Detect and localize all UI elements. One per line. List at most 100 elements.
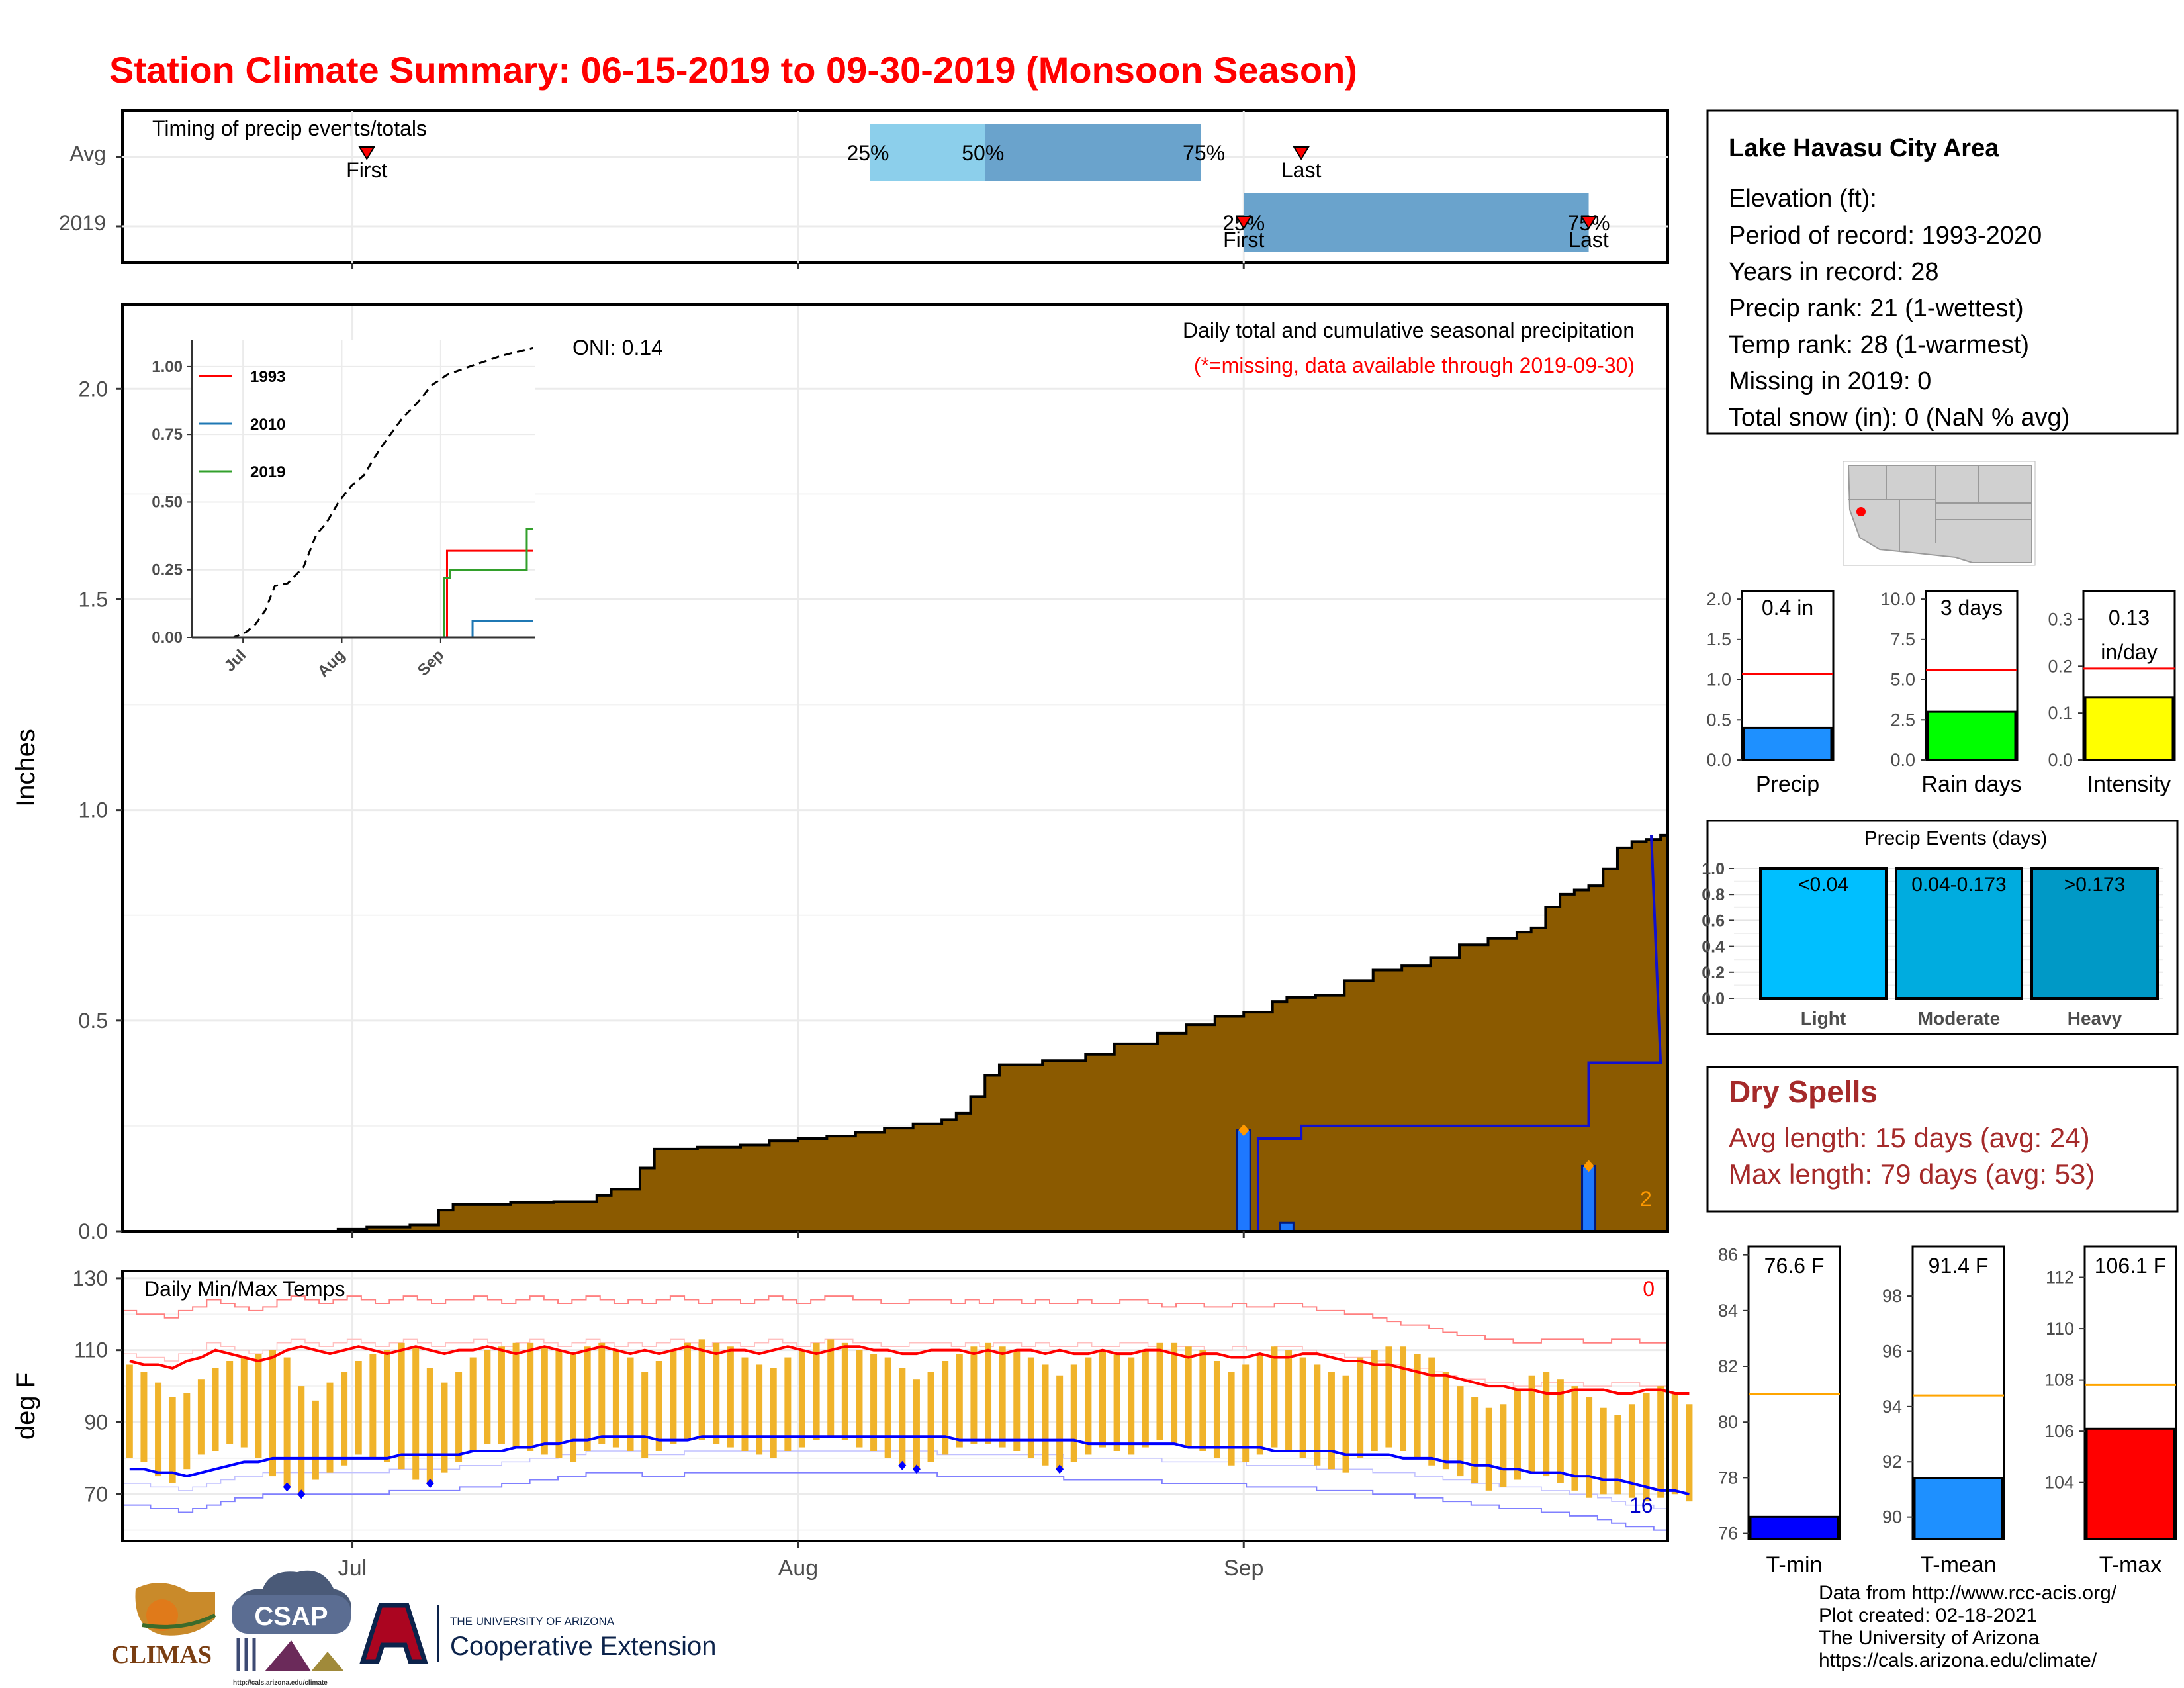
temp-bar-value-label: 106.1 F: [2095, 1254, 2167, 1278]
info-box: Lake Havasu City Area Elevation (ft): Pe…: [1706, 109, 2179, 435]
events-title: Precip Events (days): [1864, 827, 2048, 849]
daily-temp-range-bar: [1514, 1389, 1521, 1480]
daily-temp-range-bar: [570, 1354, 577, 1462]
daily-temp-range-bar: [684, 1342, 692, 1440]
info-line: Temp rank: 28 (1-warmest): [1729, 331, 2029, 359]
daily-temp-range-bar: [1571, 1386, 1578, 1491]
daily-temp-range-bar: [469, 1357, 477, 1451]
mini-bar-y-tick-label: 0.0: [1890, 750, 1915, 770]
record-cold-marker: [426, 1478, 434, 1488]
footer-line: Plot created: 02-18-2021: [1819, 1605, 2038, 1626]
daily-temp-range-bar: [1242, 1364, 1250, 1462]
daily-temp-range-bar: [1228, 1372, 1235, 1466]
daily-temp-range-bar: [1543, 1372, 1550, 1477]
daily-temp-range-bar: [1056, 1375, 1064, 1470]
temp-x-tick-label: Jul: [338, 1556, 367, 1581]
inset-y-tick-label: 0.00: [152, 629, 183, 647]
temp-y-tick-label: 110: [74, 1338, 108, 1362]
temp-x-tick-label: Sep: [1224, 1556, 1264, 1581]
temp-y-axis-label: deg F: [11, 1372, 40, 1440]
event-category-label: Moderate: [1918, 1008, 2000, 1029]
daily-temp-range-bar: [212, 1368, 219, 1451]
events-panel: Precip Events (days) <0.04 Light 0.04-0.17…: [1702, 820, 2179, 1035]
temp-bar-y-tick-label: 76: [1718, 1524, 1738, 1544]
event-bar: [2030, 867, 2159, 1000]
record-cold-marker: [898, 1460, 907, 1470]
mini-bar-y-tick-label: 0.3: [2048, 610, 2073, 630]
daily-temp-range-bar: [1342, 1375, 1349, 1473]
ua-block-a: [359, 1603, 428, 1664]
mini-bar-y-tick-label: 1.5: [1706, 630, 1731, 649]
daily-temp-range-bar: [369, 1354, 377, 1458]
daily-temp-range-bar: [255, 1354, 262, 1458]
precip-count-label: 2: [1640, 1187, 1652, 1211]
daily-temp-range-bar: [1500, 1404, 1507, 1487]
daily-temp-range-bar: [126, 1364, 133, 1458]
daily-temp-range-bar: [1013, 1350, 1021, 1451]
event-range-label: 0.04-0.173: [1911, 874, 2006, 896]
temp-bar-value: [1749, 1515, 1839, 1540]
ua-logo: THE UNIVERSITY OF ARIZONA Cooperative Ex…: [359, 1603, 716, 1664]
temp-bar-value-label: 91.4 F: [1929, 1254, 1989, 1278]
footer-line: Data from http://www.rcc-acis.org/: [1819, 1582, 2117, 1604]
inset-y-tick-label: 1.00: [152, 358, 183, 376]
avg-first-label: First: [346, 158, 387, 182]
precip-panel: 2 0.0 0.5 1.0 1.5 2.0 Inches ONI: 0.14 Daily tot…: [11, 303, 1669, 1243]
events-y-tick-label: 1.0: [1702, 860, 1725, 878]
daily-temp-range-bar: [355, 1361, 362, 1455]
footer: Data from http://www.rcc-acis.org/ Plot …: [1819, 1582, 2116, 1672]
precip-subtitle: Daily total and cumulative seasonal prec…: [1183, 318, 1635, 342]
daily-temp-range-bar: [598, 1342, 606, 1444]
mini-bar-value-label: 0.4 in: [1762, 596, 1813, 620]
info-line: Years in record: 28: [1729, 258, 1939, 286]
daily-temp-range-bar: [1314, 1364, 1321, 1466]
temp-bar-y-tick-label: 112: [2046, 1268, 2074, 1288]
daily-temp-range-bar: [1586, 1397, 1593, 1498]
record-cold-marker: [297, 1489, 306, 1499]
temp-panel: Daily Min/Max Temps 0 16 70 90 110 130 Jul Aug Se…: [11, 1266, 1693, 1581]
event-range-label: >0.173: [2064, 874, 2126, 896]
info-line: Elevation (ft):: [1729, 185, 1877, 212]
daily-temp-range-bar: [1271, 1346, 1278, 1448]
precip-panel-border: [121, 303, 1669, 1233]
temp-bar-y-tick-label: 98: [1882, 1286, 1902, 1306]
daily-temp-range-bar: [1442, 1372, 1449, 1470]
precip-y-tick-label: 0.0: [79, 1219, 108, 1243]
avg-q25-label: 25%: [846, 141, 889, 165]
daily-temp-range-bar: [426, 1368, 433, 1483]
temp-bar-label: T-max: [2099, 1552, 2161, 1577]
precip-y-tick-label: 1.0: [79, 798, 108, 822]
daily-temp-range-bar: [1371, 1350, 1378, 1451]
events-y-tick-label: 0.8: [1702, 886, 1725, 904]
temp-bar-value: [1913, 1477, 2003, 1540]
daily-temp-range-bar: [1185, 1346, 1192, 1448]
daily-temp-range-bar: [341, 1372, 348, 1466]
inset-series-line: [192, 346, 533, 639]
daily-temp-range-bar: [1113, 1354, 1120, 1451]
daily-temp-range-bar: [670, 1350, 677, 1444]
csap-url: http://cals.arizona.edu/climate: [233, 1679, 328, 1687]
daily-temp-range-bar: [512, 1342, 520, 1448]
daily-temp-range-bar: [756, 1364, 763, 1455]
info-title: Lake Havasu City Area: [1729, 134, 1999, 162]
daily-temp-range-bar: [1557, 1379, 1564, 1483]
climas-logo: CLIMAS: [111, 1583, 216, 1669]
daily-temp-range-bar: [1657, 1386, 1664, 1498]
daily-temp-range-bar: [741, 1357, 749, 1451]
daily-precip-bar: [1581, 1164, 1597, 1233]
daily-temp-range-bar: [584, 1346, 591, 1451]
location-map: [1843, 461, 2036, 566]
mini-bar-label: Rain days: [1921, 772, 2021, 797]
avg-last-marker: [1293, 146, 1310, 160]
temp-bar-y-tick-label: 96: [1882, 1341, 1902, 1361]
daily-temp-range-bar: [985, 1342, 992, 1444]
daily-temp-range-bar: [770, 1368, 777, 1458]
temp-bar-y-tick-label: 86: [1718, 1245, 1738, 1265]
mini-bar-value: [1927, 710, 2017, 761]
mini-bar-y-tick-label: 1.0: [1706, 670, 1731, 690]
daily-precip-point: [1238, 1124, 1250, 1137]
csap-logo: CSAP http://cals.arizona.edu/climate: [232, 1570, 351, 1687]
events-y-tick-label: 0.2: [1702, 964, 1725, 982]
daily-temp-range-bar: [484, 1350, 491, 1444]
